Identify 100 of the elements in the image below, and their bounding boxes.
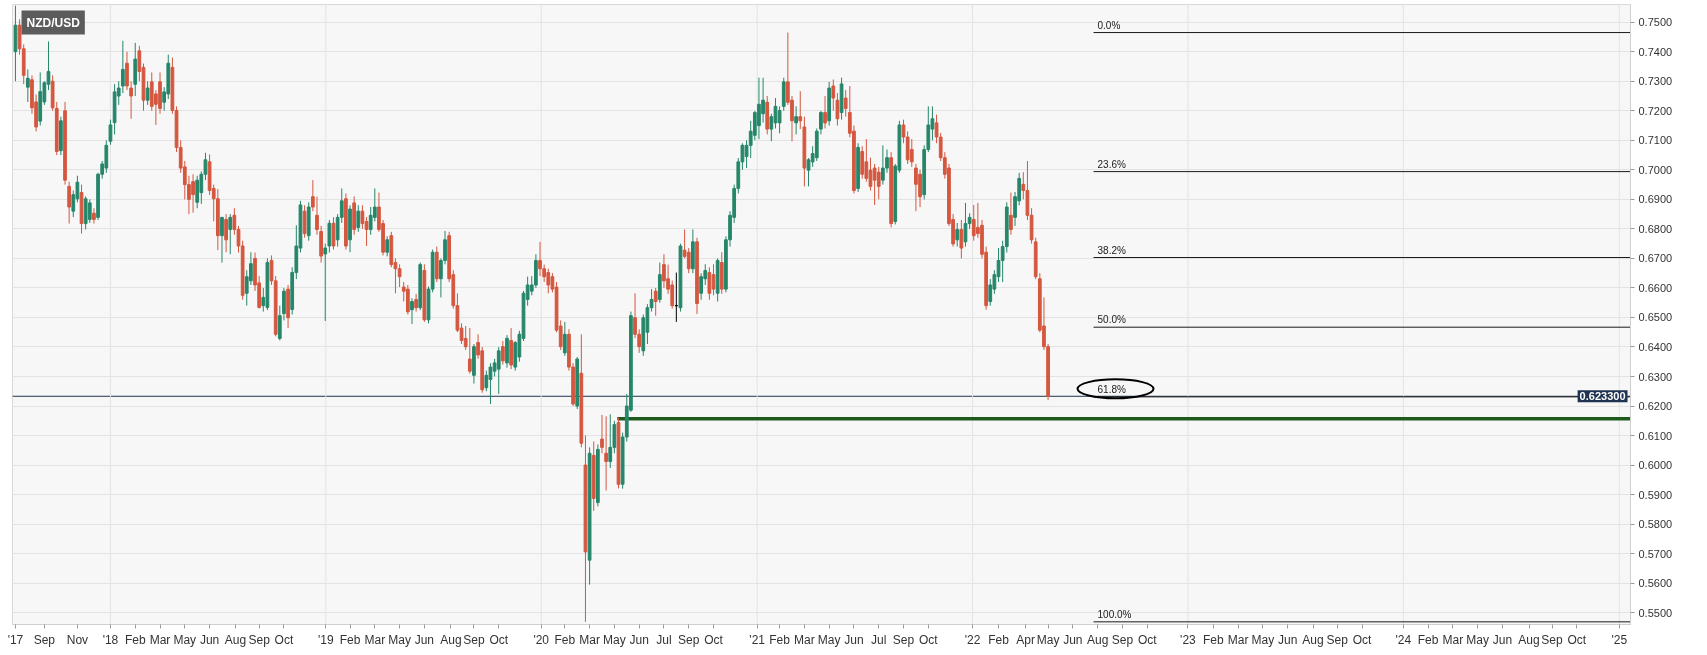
x-tick-label: May	[603, 632, 626, 647]
x-tick-label: '25	[1611, 632, 1628, 647]
candlestick	[988, 278, 993, 307]
candlestick	[500, 340, 505, 366]
y-tick-label: 0.6600	[1638, 281, 1673, 294]
x-tick-label: Sep	[678, 632, 700, 647]
x-tick-label: Oct	[274, 632, 294, 647]
candlestick	[87, 198, 92, 224]
x-tick-label: Oct	[704, 632, 724, 647]
candlestick	[360, 204, 365, 230]
x-tick-label: Apr	[1016, 632, 1036, 647]
y-tick-label: 0.6100	[1638, 429, 1673, 442]
x-tick-label: Mar	[579, 632, 600, 647]
candlestick	[955, 222, 960, 248]
candlestick	[699, 272, 703, 301]
candlestick	[405, 284, 410, 315]
candlestick	[711, 263, 716, 296]
x-tick-label: Mar	[1442, 632, 1464, 647]
candlestick	[604, 415, 608, 491]
y-tick-label: 0.7200	[1638, 104, 1673, 117]
x-tick-label: Aug	[440, 632, 462, 647]
x-tick-label: Mar	[149, 632, 171, 647]
x-tick-label: '20	[533, 632, 550, 647]
candlestick	[228, 213, 233, 255]
candlestick	[92, 207, 96, 225]
candlestick	[546, 268, 551, 294]
y-tick-label: 0.6400	[1638, 340, 1673, 353]
y-tick-label: 0.5500	[1638, 606, 1673, 619]
series-label: 100.0%	[1097, 608, 1132, 620]
x-tick-label: Feb	[554, 632, 576, 647]
candlestick	[538, 241, 542, 277]
x-tick-label: Sep	[1326, 632, 1349, 647]
series-label: 0.0%	[1097, 19, 1121, 31]
x-tick-label: Sep	[248, 632, 271, 647]
x-tick-label: Jun	[414, 632, 435, 647]
x-tick-label: Feb	[339, 632, 361, 647]
x-tick-label: May	[1466, 632, 1490, 647]
text: NZD/USD	[26, 15, 81, 30]
x-tick-label: Jun	[1277, 632, 1298, 647]
y-tick-label: 0.6800	[1638, 222, 1673, 235]
x-tick-label: May	[388, 632, 411, 647]
x-tick-label: Jun	[1063, 632, 1083, 647]
x-tick-label: Aug	[1302, 632, 1324, 647]
y-tick-label: 0.5800	[1638, 518, 1673, 531]
candlestick	[331, 216, 336, 251]
x-tick-label: May	[817, 632, 841, 647]
y-tick-label: 0.7000	[1638, 163, 1673, 176]
x-tick-label: Feb	[1417, 632, 1439, 647]
x-tick-label: Jun	[844, 632, 864, 647]
candlestick	[385, 235, 390, 257]
y-tick-label: 0.6700	[1638, 252, 1673, 265]
x-tick-label: Oct	[489, 632, 509, 647]
x-tick-label: Aug	[224, 632, 247, 647]
ref-line-label: 0.623300	[1579, 390, 1626, 403]
x-tick-label: Feb	[124, 632, 146, 647]
candlestick	[145, 80, 150, 106]
candlestick	[356, 204, 361, 233]
candlestick	[302, 204, 307, 239]
candlestick	[959, 219, 964, 259]
y-tick-label: 0.5700	[1638, 547, 1673, 560]
candlestick	[872, 163, 877, 206]
x-tick-label: '17	[7, 632, 24, 647]
y-tick-label: 0.6500	[1638, 311, 1673, 324]
candlestick	[707, 266, 712, 301]
x-tick-label: Jun	[199, 632, 220, 647]
x-tick-label: Jun	[1492, 632, 1513, 647]
series-label: 61.8%	[1097, 383, 1126, 395]
y-tick-label: 0.5900	[1638, 488, 1673, 501]
x-tick-label: Mar	[364, 632, 386, 647]
x-tick-label: Nov	[66, 632, 89, 647]
candlestick	[608, 413, 613, 469]
y-tick-label: 0.7400	[1638, 45, 1673, 58]
x-tick-label: '22	[964, 632, 981, 647]
x-tick-label: Mar	[1227, 632, 1249, 647]
x-tick-label: Aug	[1086, 632, 1109, 647]
x-tick-label: Sep	[1541, 632, 1564, 647]
x-tick-label: Mar	[794, 632, 815, 647]
candlestick	[410, 297, 414, 325]
x-tick-label: Feb	[769, 632, 791, 647]
candlestick	[909, 138, 914, 168]
x-tick-label: Oct	[1352, 632, 1373, 647]
y-tick-label: 0.7300	[1638, 75, 1673, 88]
x-tick-label: '21	[749, 632, 766, 647]
candlestick	[467, 327, 472, 375]
y-tick-label: 0.6900	[1638, 193, 1673, 206]
x-tick-label: Jun	[629, 632, 649, 647]
candlestick	[224, 213, 228, 253]
candlestick	[823, 95, 827, 129]
x-tick-label: Sep	[463, 632, 485, 647]
x-tick-label: Oct	[1567, 632, 1587, 647]
x-tick-label: Sep	[33, 632, 56, 647]
x-tick-label: May	[1036, 632, 1060, 647]
candlestick	[1009, 192, 1013, 236]
candlestick	[876, 166, 881, 200]
y-tick-label: 0.6200	[1638, 400, 1673, 413]
candlestick	[914, 163, 918, 212]
candlestick	[860, 145, 865, 180]
x-tick-label: '23	[1180, 632, 1197, 647]
candlestick	[25, 68, 30, 103]
x-tick-label: '18	[102, 632, 119, 647]
